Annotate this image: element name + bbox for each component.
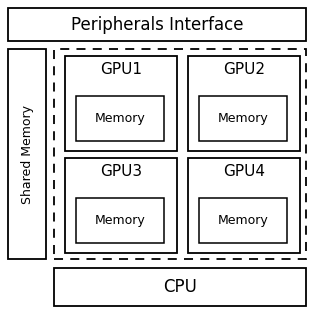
Bar	[76, 198, 164, 243]
Bar	[199, 198, 287, 243]
Text: Memory: Memory	[95, 214, 145, 227]
Text: Peripherals Interface: Peripherals Interface	[71, 15, 243, 33]
Text: GPU2: GPU2	[223, 63, 265, 77]
Bar	[76, 96, 164, 141]
Bar	[188, 56, 300, 151]
Text: GPU3: GPU3	[100, 165, 142, 179]
Text: Memory: Memory	[95, 112, 145, 125]
Bar	[65, 56, 177, 151]
Text: Memory: Memory	[218, 112, 268, 125]
Bar	[8, 8, 306, 41]
Text: GPU1: GPU1	[100, 63, 142, 77]
Bar	[199, 96, 287, 141]
Text: Memory: Memory	[218, 214, 268, 227]
Bar	[188, 158, 300, 253]
Text: CPU: CPU	[163, 278, 197, 296]
Bar	[54, 49, 306, 259]
Text: GPU4: GPU4	[223, 165, 265, 179]
Text: Shared Memory: Shared Memory	[20, 105, 34, 204]
Bar	[65, 158, 177, 253]
Bar	[54, 268, 306, 306]
Bar	[8, 49, 46, 259]
